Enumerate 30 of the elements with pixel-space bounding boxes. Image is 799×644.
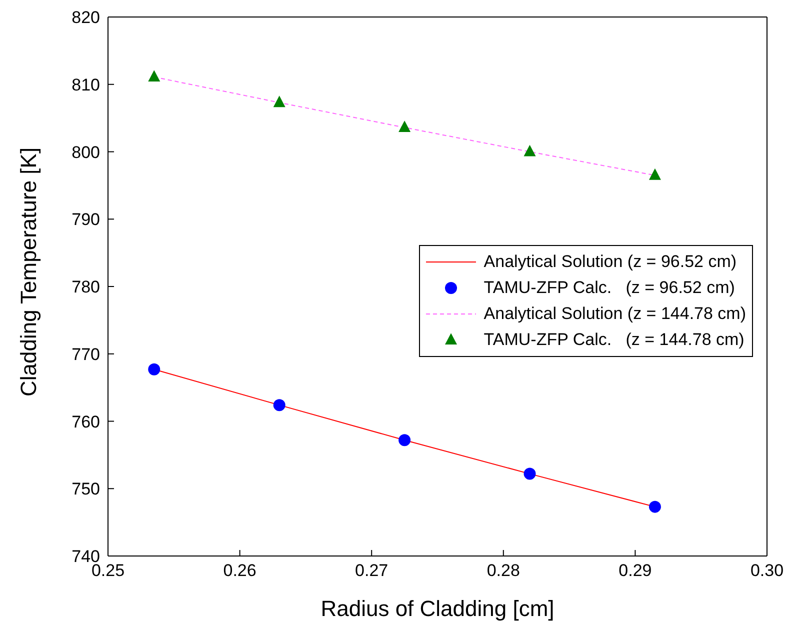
legend-label: Analytical Solution (z = 144.78 cm) bbox=[484, 304, 746, 324]
y-tick-label: 770 bbox=[72, 344, 100, 364]
x-tick-label: 0.27 bbox=[355, 561, 388, 580]
point bbox=[398, 120, 411, 132]
y-tick-label: 820 bbox=[72, 8, 100, 28]
y-tick-label: 780 bbox=[72, 278, 100, 297]
legend-label: TAMU-ZFP Calc. (z = 96.52 cm) bbox=[484, 278, 735, 298]
y-tick-label: 800 bbox=[72, 142, 100, 162]
point bbox=[648, 168, 661, 180]
y-tick-label: 810 bbox=[72, 75, 100, 94]
x-tick-label: 0.30 bbox=[750, 561, 784, 580]
legend-label: Analytical Solution (z = 96.52 cm) bbox=[484, 252, 737, 272]
x-tick-label: 0.25 bbox=[91, 561, 125, 580]
point bbox=[524, 144, 536, 156]
point bbox=[398, 434, 411, 446]
point bbox=[524, 468, 536, 480]
y-tick-label: 760 bbox=[72, 412, 100, 432]
point bbox=[273, 96, 286, 108]
point bbox=[273, 399, 286, 412]
y-tick-label: 750 bbox=[72, 480, 100, 499]
y-axis-title: Cladding Temperature [K] bbox=[16, 147, 41, 396]
x-tick-label: 0.26 bbox=[223, 561, 256, 580]
y-tick-label: 790 bbox=[72, 210, 100, 230]
x-axis-title: Radius of Cladding [cm] bbox=[320, 596, 554, 621]
legend-label: TAMU-ZFP Calc. (z = 144.78 cm) bbox=[484, 330, 744, 350]
point bbox=[148, 363, 160, 376]
x-tick-label: 0.29 bbox=[618, 561, 652, 580]
point bbox=[648, 500, 661, 513]
point bbox=[148, 70, 160, 82]
x-tick-label: 0.28 bbox=[486, 561, 520, 580]
